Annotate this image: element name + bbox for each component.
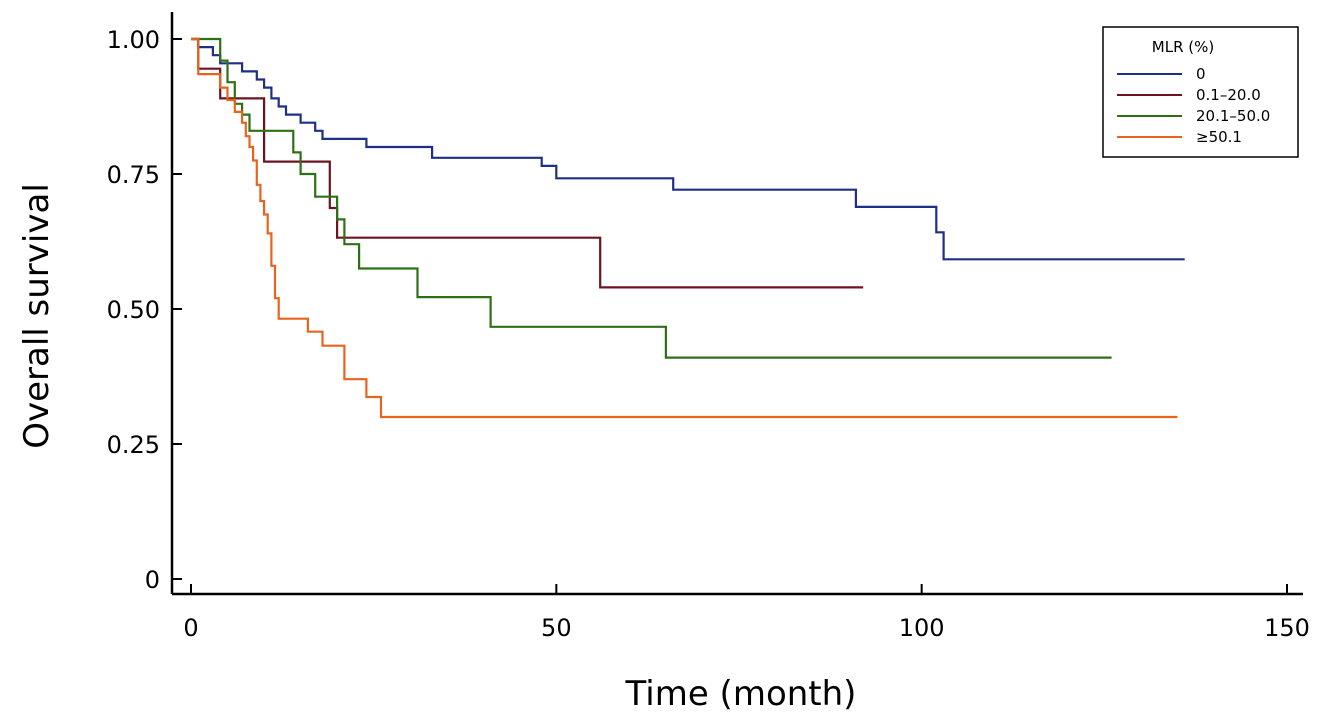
legend-label: 0.1–20.0 [1196, 86, 1261, 104]
y-tick-label: 0.50 [107, 296, 160, 324]
series-line-1 [191, 37, 1185, 261]
x-tick-label: 100 [899, 614, 945, 642]
legend-label: 0 [1196, 65, 1206, 83]
legend-label: 20.1–50.0 [1196, 107, 1270, 125]
y-ticks: 0 0.25 0.50 0.75 1.00 [107, 26, 182, 594]
legend-items: 0 0.1–20.0 20.1–50.0 ≥50.1 [1117, 65, 1270, 146]
series-line-2 [191, 37, 864, 289]
axes [170, 12, 1303, 596]
x-ticks: 0 50 100 150 [183, 584, 1310, 642]
y-tick-label: 0.75 [107, 161, 160, 189]
x-tick-label: 50 [541, 614, 572, 642]
legend: MLR (%) 0 0.1–20.0 20.1–50.0 ≥50.1 [1102, 26, 1299, 158]
series-lines [191, 37, 1185, 419]
y-tick-label: 0 [145, 566, 160, 594]
series-line-3 [191, 37, 1112, 359]
legend-title: MLR (%) [1152, 38, 1214, 56]
x-tick-label: 150 [1264, 614, 1310, 642]
y-tick-label: 0.25 [107, 431, 160, 459]
legend-label: ≥50.1 [1196, 128, 1242, 146]
x-axis-title: Time (month) [625, 674, 857, 714]
y-axis-title: Overall survival [17, 183, 57, 449]
x-tick-label: 0 [183, 614, 198, 642]
legend-box [1102, 26, 1299, 158]
series-line-4 [191, 37, 1178, 419]
y-tick-label: 1.00 [107, 26, 160, 54]
